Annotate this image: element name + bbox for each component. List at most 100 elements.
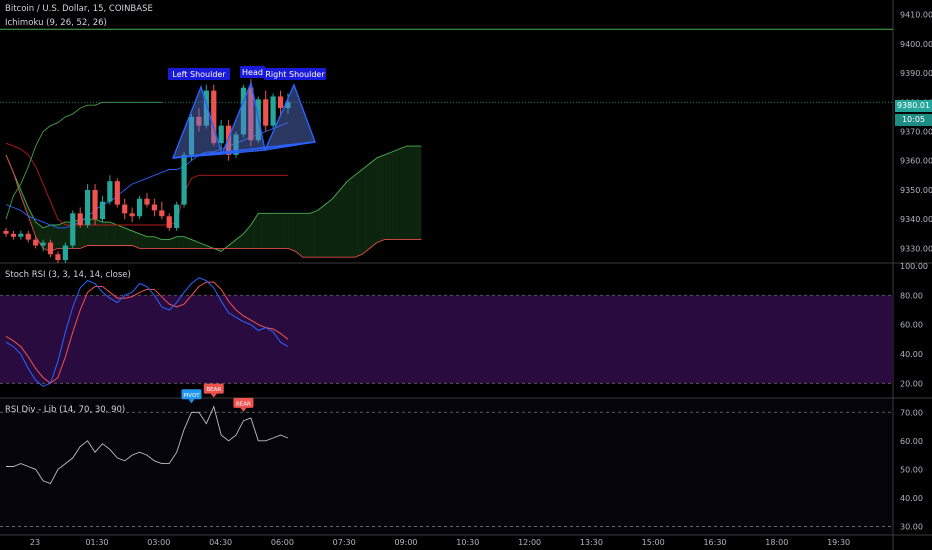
- candle-body: [85, 189, 91, 226]
- candle-body: [248, 87, 254, 141]
- price-axis-tick-label: 9330.00: [900, 244, 932, 253]
- rsi-marker-label: BEAR: [236, 401, 251, 407]
- price-axis-tick-label: 9350.00: [900, 186, 932, 195]
- price-axis-tick-label: 9370.00: [900, 128, 932, 137]
- candle-body: [270, 96, 276, 126]
- stoch-k-line: [5, 277, 289, 387]
- price-axis-tick-label: 9400.00: [900, 40, 932, 49]
- kumo-cloud-segment: [287, 213, 296, 252]
- kumo-cloud-segment: [317, 204, 326, 258]
- candle-body: [122, 204, 128, 214]
- candle-body: [47, 242, 54, 255]
- time-axis-tick-label: 10:30: [456, 538, 479, 547]
- kumo-cloud-segment: [35, 222, 44, 249]
- time-axis-tick-label: 03:00: [147, 538, 170, 547]
- kumo-cloud-segment: [339, 181, 348, 258]
- kumo-cloud-segment: [20, 189, 29, 217]
- left-shoulder-label: Left Shoulder: [172, 70, 226, 79]
- time-axis-tick-label: 18:00: [765, 538, 788, 547]
- kumo-cloud-segment: [28, 207, 36, 237]
- candle-body: [55, 254, 61, 261]
- kumo-cloud-segment: [362, 163, 370, 255]
- kumo-cloud-segment: [154, 236, 162, 249]
- candle-body: [92, 189, 98, 220]
- kumo-cloud-segment: [369, 157, 377, 249]
- time-axis-tick-label: 01:30: [85, 538, 108, 547]
- kumo-cloud-segment: [132, 230, 140, 249]
- stoch-axis-tick-label: 20.00: [900, 379, 923, 388]
- kumo-cloud-segment: [258, 213, 266, 249]
- rsi-marker-box: [203, 383, 224, 394]
- candle-body: [188, 116, 195, 155]
- candle-body: [218, 125, 224, 144]
- candle-body: [33, 239, 39, 246]
- candle-body: [144, 198, 150, 205]
- rsi-axis-tick-label: 40.00: [900, 494, 923, 503]
- candle-body: [277, 96, 284, 109]
- time-axis-tick-label: 13:30: [580, 538, 603, 547]
- kumo-cloud-segment: [236, 233, 244, 249]
- kumo-cloud-segment: [406, 146, 415, 240]
- ichimoku-conversion-line: [5, 122, 289, 229]
- rsi-line: [6, 405, 289, 485]
- kumo-cloud-segment: [57, 222, 66, 249]
- candle-body: [174, 204, 180, 228]
- candle-body: [240, 87, 247, 135]
- pattern-label-box: [240, 66, 265, 78]
- time-axis-tick-label: 12:00: [518, 538, 541, 547]
- kumo-cloud-segment: [354, 169, 363, 258]
- kumo-cloud-segment: [102, 222, 110, 246]
- stoch-axis-tick-label: 40.00: [900, 350, 923, 359]
- stoch-axis-tick-label: 100.00: [900, 262, 928, 271]
- rsi-marker-pointer: [188, 399, 195, 404]
- countdown-badge: 10:05: [895, 114, 932, 126]
- kumo-cloud-segment: [332, 189, 340, 258]
- head-shape: [220, 80, 266, 155]
- kumo-cloud-segment: [228, 239, 237, 249]
- kumo-cloud-segment: [243, 225, 251, 249]
- right-shoulder-shape: [263, 83, 316, 151]
- candle-body: [70, 213, 76, 246]
- kumo-cloud-segment: [250, 213, 259, 249]
- kumo-cloud-segment: [280, 213, 288, 249]
- price-axis-tick-label: 9390.00: [900, 69, 932, 78]
- ichimoku-legend: Ichimoku (9, 26, 52, 26): [5, 18, 107, 28]
- kumo-cloud-segment: [273, 213, 281, 249]
- kumo-cloud-segment: [295, 213, 303, 258]
- candle-body: [10, 233, 17, 237]
- stoch-d-line: [5, 281, 289, 384]
- candle-body: [226, 125, 232, 155]
- last-price-badge: 9380.01: [895, 100, 932, 112]
- kumo-cloud-segment: [184, 236, 192, 249]
- candle-body: [151, 204, 157, 211]
- rsi-marker-box: [233, 397, 254, 408]
- candle-body: [129, 213, 135, 217]
- kumo-cloud-segment: [377, 154, 385, 243]
- rsi-marker-label: BEAR: [206, 387, 221, 393]
- time-axis-tick-label: 09:00: [394, 538, 417, 547]
- candle-body: [25, 233, 31, 240]
- time-axis-tick-label: 15:00: [642, 538, 665, 547]
- pattern-label-box: [264, 68, 326, 80]
- time-axis-tick-label: 07:30: [333, 538, 356, 547]
- candle-body: [136, 198, 143, 217]
- candle-body: [62, 245, 68, 261]
- candle-body: [159, 210, 165, 217]
- price-axis-tick-label: 9360.00: [900, 157, 932, 166]
- time-axis-tick-label: 23: [30, 538, 40, 547]
- candle-body: [18, 233, 24, 237]
- symbol-legend: Bitcoin / U.S. Dollar, 15, COINBASE: [5, 4, 153, 14]
- candle-body: [99, 201, 106, 220]
- kumo-cloud-segment: [399, 146, 407, 240]
- rsi-marker-box: [181, 389, 202, 400]
- rsi-axis-tick-label: 30.00: [900, 522, 923, 531]
- pattern-label-box: [168, 68, 230, 80]
- candle-body: [196, 116, 202, 126]
- stoch-band-fill: [0, 295, 893, 384]
- kumo-cloud-segment: [80, 219, 88, 249]
- kumo-cloud-segment: [169, 236, 177, 249]
- time-axis-tick-label: 04:30: [209, 538, 232, 547]
- kumo-cloud-segment: [198, 242, 207, 249]
- kumo-cloud-segment: [384, 151, 392, 240]
